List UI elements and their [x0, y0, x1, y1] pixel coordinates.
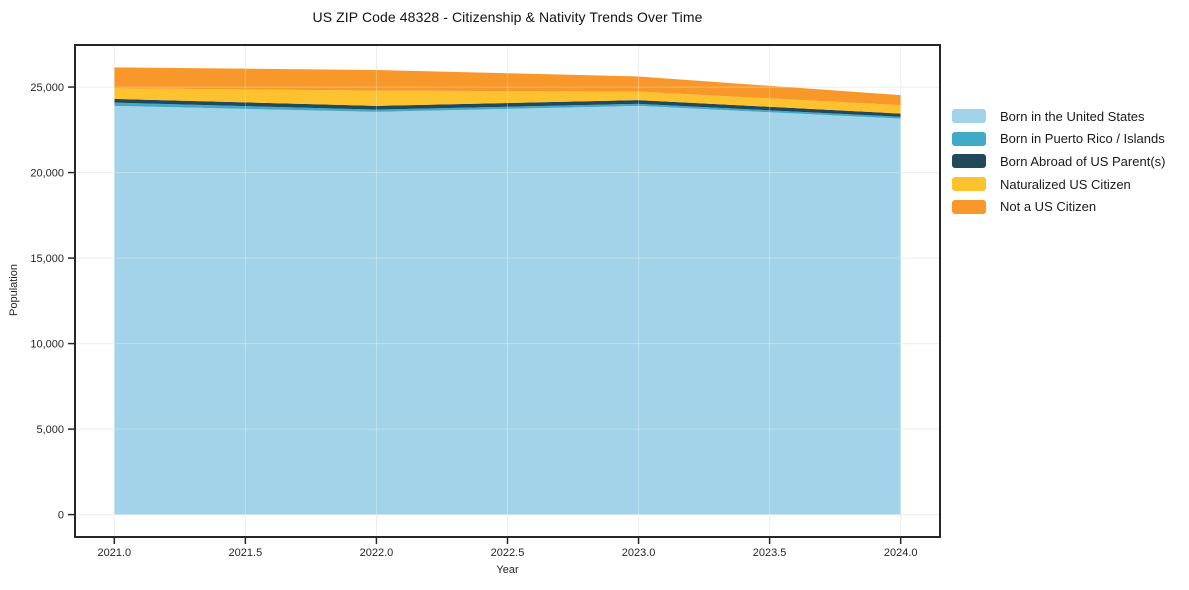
legend-swatch-icon	[952, 177, 986, 192]
legend-swatch-icon	[952, 131, 986, 146]
legend-swatch-icon	[952, 154, 986, 169]
x-tick-label: 2021.5	[229, 547, 263, 559]
axis-ticks: 2021.0 2021.5 2022.0 2022.5 2023.0 2023.5 2024…	[30, 82, 917, 559]
area-born-in-the-united-states	[114, 105, 901, 515]
area-born-abroad-of-us-parent-s	[114, 98, 901, 117]
x-tick-label: 2023.5	[753, 547, 787, 559]
y-tick-label: 0	[58, 510, 64, 522]
y-tick-label: 25,000	[30, 82, 64, 94]
legend-label: Born in the United States	[1000, 108, 1145, 124]
y-tick-label: 5,000	[36, 424, 64, 436]
legend-item-born-abroad-of-us-parent-s: Born Abroad of US Parent(s)	[952, 150, 1165, 173]
legend-item-born-in-the-united-states: Born in the United States	[952, 105, 1165, 128]
area-not-a-us-citizen	[114, 67, 901, 106]
x-tick-label: 2022.0	[360, 547, 394, 559]
legend-swatch-icon	[952, 199, 986, 214]
legend-label: Naturalized US Citizen	[1000, 176, 1131, 192]
x-tick-label: 2024.0	[884, 547, 918, 559]
y-tick-label: 10,000	[30, 339, 64, 351]
y-axis-label: Population	[8, 264, 20, 316]
chart-title: US ZIP Code 48328 - Citizenship & Nativi…	[312, 9, 703, 25]
x-tick-label: 2021.0	[97, 547, 131, 559]
y-tick-label: 15,000	[30, 253, 64, 265]
legend-label: Born Abroad of US Parent(s)	[1000, 153, 1166, 169]
stacked-areas	[114, 67, 901, 515]
x-tick-label: 2023.0	[622, 547, 656, 559]
x-axis-label: Year	[496, 564, 519, 576]
legend-item-naturalized-us-citizen: Naturalized US Citizen	[952, 173, 1165, 196]
legend-label: Not a US Citizen	[1000, 199, 1097, 215]
legend: Born in the United States Born in Puerto …	[952, 105, 1165, 218]
area-born-in-puerto-rico-islands	[114, 102, 901, 119]
x-tick-label: 2022.5	[491, 547, 525, 559]
y-tick-label: 20,000	[30, 168, 64, 180]
legend-item-born-in-puerto-rico-islands: Born in Puerto Rico / Islands	[952, 128, 1165, 151]
grid-overlay	[75, 45, 940, 537]
legend-swatch-icon	[952, 109, 986, 124]
legend-item-not-a-us-citizen: Not a US Citizen	[952, 195, 1165, 218]
area-naturalized-us-citizen	[114, 88, 901, 114]
legend-label: Born in Puerto Rico / Islands	[1000, 131, 1165, 147]
